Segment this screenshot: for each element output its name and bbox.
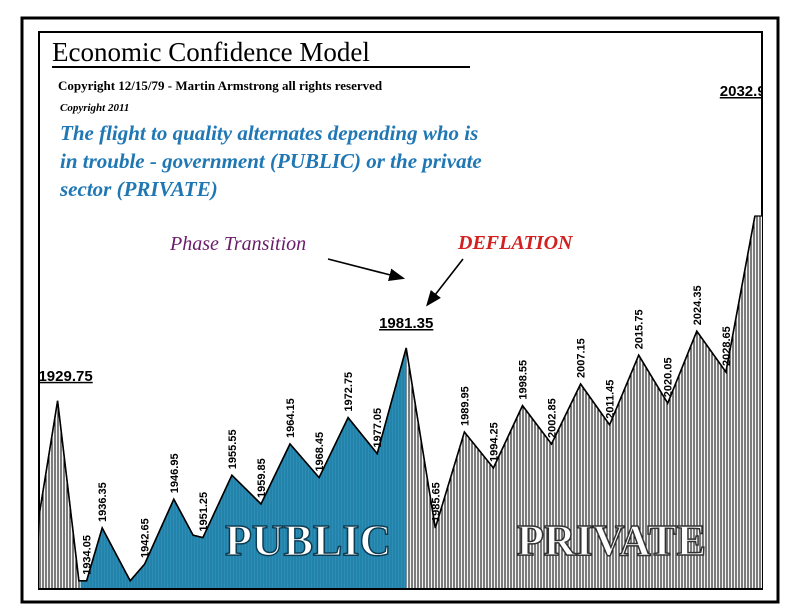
point-label-1968-45: 1968.45 [314,432,326,472]
subtitle-line-2: in trouble - government (PUBLIC) or the … [60,149,482,173]
point-label-1959-85: 1959.85 [256,458,268,498]
point-label-1989-95: 1989.95 [459,386,471,426]
point-label-1936-35: 1936.35 [97,482,109,522]
point-label-1964-15: 1964.15 [285,398,297,438]
phase-transition-arrow [327,258,406,282]
point-label-2024-35: 2024.35 [692,285,704,325]
point-label-1977-05: 1977.05 [372,408,384,448]
deflation-label: DEFLATION [457,232,574,254]
public-label: PUBLIC [225,516,391,565]
chart-line [39,215,756,583]
point-label-2007-15: 2007.15 [576,338,588,378]
point-label-1951-25: 1951.25 [198,492,210,532]
point-label-2002-85: 2002.85 [547,398,559,438]
deflation-arrow [426,258,464,307]
point-label-2015-75: 2015.75 [634,309,646,349]
point-label-1994-25: 1994.25 [488,422,500,462]
point-label-2020-05: 2020.05 [663,357,675,397]
phase-transition-label: Phase Transition [169,233,306,255]
subtitle-line-1: The flight to quality alternates dependi… [60,121,478,145]
point-label-2011-45: 2011.45 [605,380,617,419]
point-label-2028-65: 2028.65 [721,326,733,366]
chart-plot-area: 1929.75 1934.05 1936.35 1942.65 1946.95 1951.… [38,83,774,588]
subtitle-block: The flight to quality alternates dependi… [59,121,482,201]
point-label-1981-35: 1981.35 [379,315,433,332]
point-label-1934-05: 1934.05 [82,535,94,575]
copyright-year: Copyright 2011 [60,102,129,114]
point-label-1942-65: 1942.65 [140,518,152,558]
point-label-1972-75: 1972.75 [343,372,355,412]
point-label-1955-55: 1955.55 [227,429,239,469]
copyright-line: Copyright 12/15/79 - Martin Armstrong al… [58,78,383,93]
point-label-1929-75: 1929.75 [38,368,92,385]
point-label-1998-55: 1998.55 [518,360,530,400]
point-label-1946-95: 1946.95 [169,453,181,493]
point-label-2032-95: 2032.95 [720,83,774,100]
point-label-1985-65: 1985.65 [430,482,442,522]
chart-title: Economic Confidence Model [52,37,370,67]
subtitle-line-3: sector (PRIVATE) [59,177,218,201]
private-label: PRIVATE [517,516,706,565]
